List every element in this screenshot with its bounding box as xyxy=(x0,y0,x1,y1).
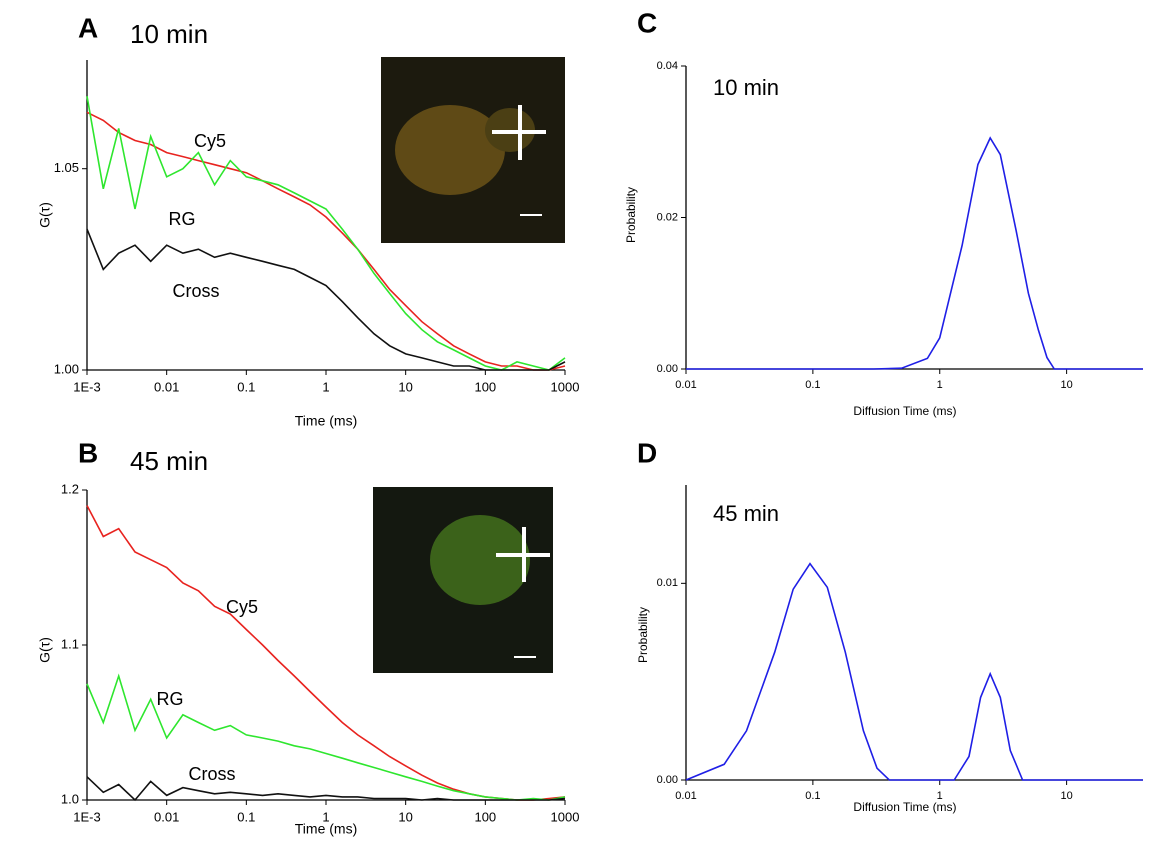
y-tick-label: 1.00 xyxy=(54,361,79,376)
x-tick-label: 1000 xyxy=(551,379,580,394)
x-tick-label: 1E-3 xyxy=(73,809,100,824)
panel-letter: C xyxy=(637,7,657,38)
x-tick-label: 1 xyxy=(937,379,943,391)
panel-title: 45 min xyxy=(130,446,208,476)
y-tick-label: 0.00 xyxy=(657,363,678,375)
series-line xyxy=(686,136,1143,370)
series-line xyxy=(86,228,566,371)
x-tick-label: 1 xyxy=(322,379,329,394)
panel-title: 45 min xyxy=(713,501,779,526)
y-tick-label: 0.01 xyxy=(657,577,678,589)
x-tick-label: 1000 xyxy=(551,809,580,824)
y-axis-label: G(τ) xyxy=(37,202,53,228)
y-tick-label: 0.04 xyxy=(657,60,678,72)
x-tick-label: 0.1 xyxy=(237,379,255,394)
y-axis-label: Probability xyxy=(636,607,650,663)
y-axis-label: G(τ) xyxy=(37,637,53,663)
x-tick-label: 0.01 xyxy=(675,790,696,802)
y-tick-label: 1.0 xyxy=(61,791,79,806)
x-tick-label: 1 xyxy=(937,790,943,802)
x-tick-label: 100 xyxy=(474,809,496,824)
inset-image-b xyxy=(373,487,553,673)
x-tick-label: 10 xyxy=(398,809,412,824)
series-line xyxy=(86,111,566,371)
series-line xyxy=(86,673,566,801)
series-line xyxy=(86,96,566,371)
inset-image-a xyxy=(381,57,565,243)
x-tick-label: 10 xyxy=(1060,379,1072,391)
x-axis-label: Time (ms) xyxy=(295,821,357,837)
x-tick-label: 0.1 xyxy=(805,790,820,802)
panel-title: 10 min xyxy=(713,75,779,100)
x-tick-label: 1E-3 xyxy=(73,379,100,394)
series-line xyxy=(86,776,566,802)
series-label: Cross xyxy=(188,764,235,784)
x-tick-label: 0.01 xyxy=(154,809,179,824)
x-tick-label: 0.01 xyxy=(675,379,696,391)
x-tick-label: 0.1 xyxy=(805,379,820,391)
x-tick-label: 10 xyxy=(1060,790,1072,802)
series-label: RG xyxy=(157,689,184,709)
panel-letter: A xyxy=(78,12,98,43)
x-axis-label: Diffusion Time (ms) xyxy=(853,800,956,814)
series-line xyxy=(685,562,1143,781)
x-tick-label: 0.01 xyxy=(154,379,179,394)
y-tick-label: 0.02 xyxy=(657,211,678,223)
panel-title: 10 min xyxy=(130,19,208,49)
series-label: Cy5 xyxy=(194,131,226,151)
x-tick-label: 0.1 xyxy=(237,809,255,824)
x-tick-label: 10 xyxy=(398,379,412,394)
y-tick-label: 1.2 xyxy=(61,481,79,496)
x-tick-label: 100 xyxy=(474,379,496,394)
series-label: RG xyxy=(169,209,196,229)
y-tick-label: 1.05 xyxy=(54,160,79,175)
y-axis-label: Probability xyxy=(624,187,638,243)
x-axis-label: Time (ms) xyxy=(295,413,357,429)
x-axis-label: Diffusion Time (ms) xyxy=(853,404,956,418)
panel-letter: D xyxy=(637,437,657,468)
panel-letter: B xyxy=(78,437,98,468)
x-tick-label: 1 xyxy=(322,809,329,824)
series-label: Cy5 xyxy=(226,597,258,617)
y-tick-label: 1.1 xyxy=(61,636,79,651)
series-label: Cross xyxy=(172,281,219,301)
y-tick-label: 0.00 xyxy=(657,774,678,786)
